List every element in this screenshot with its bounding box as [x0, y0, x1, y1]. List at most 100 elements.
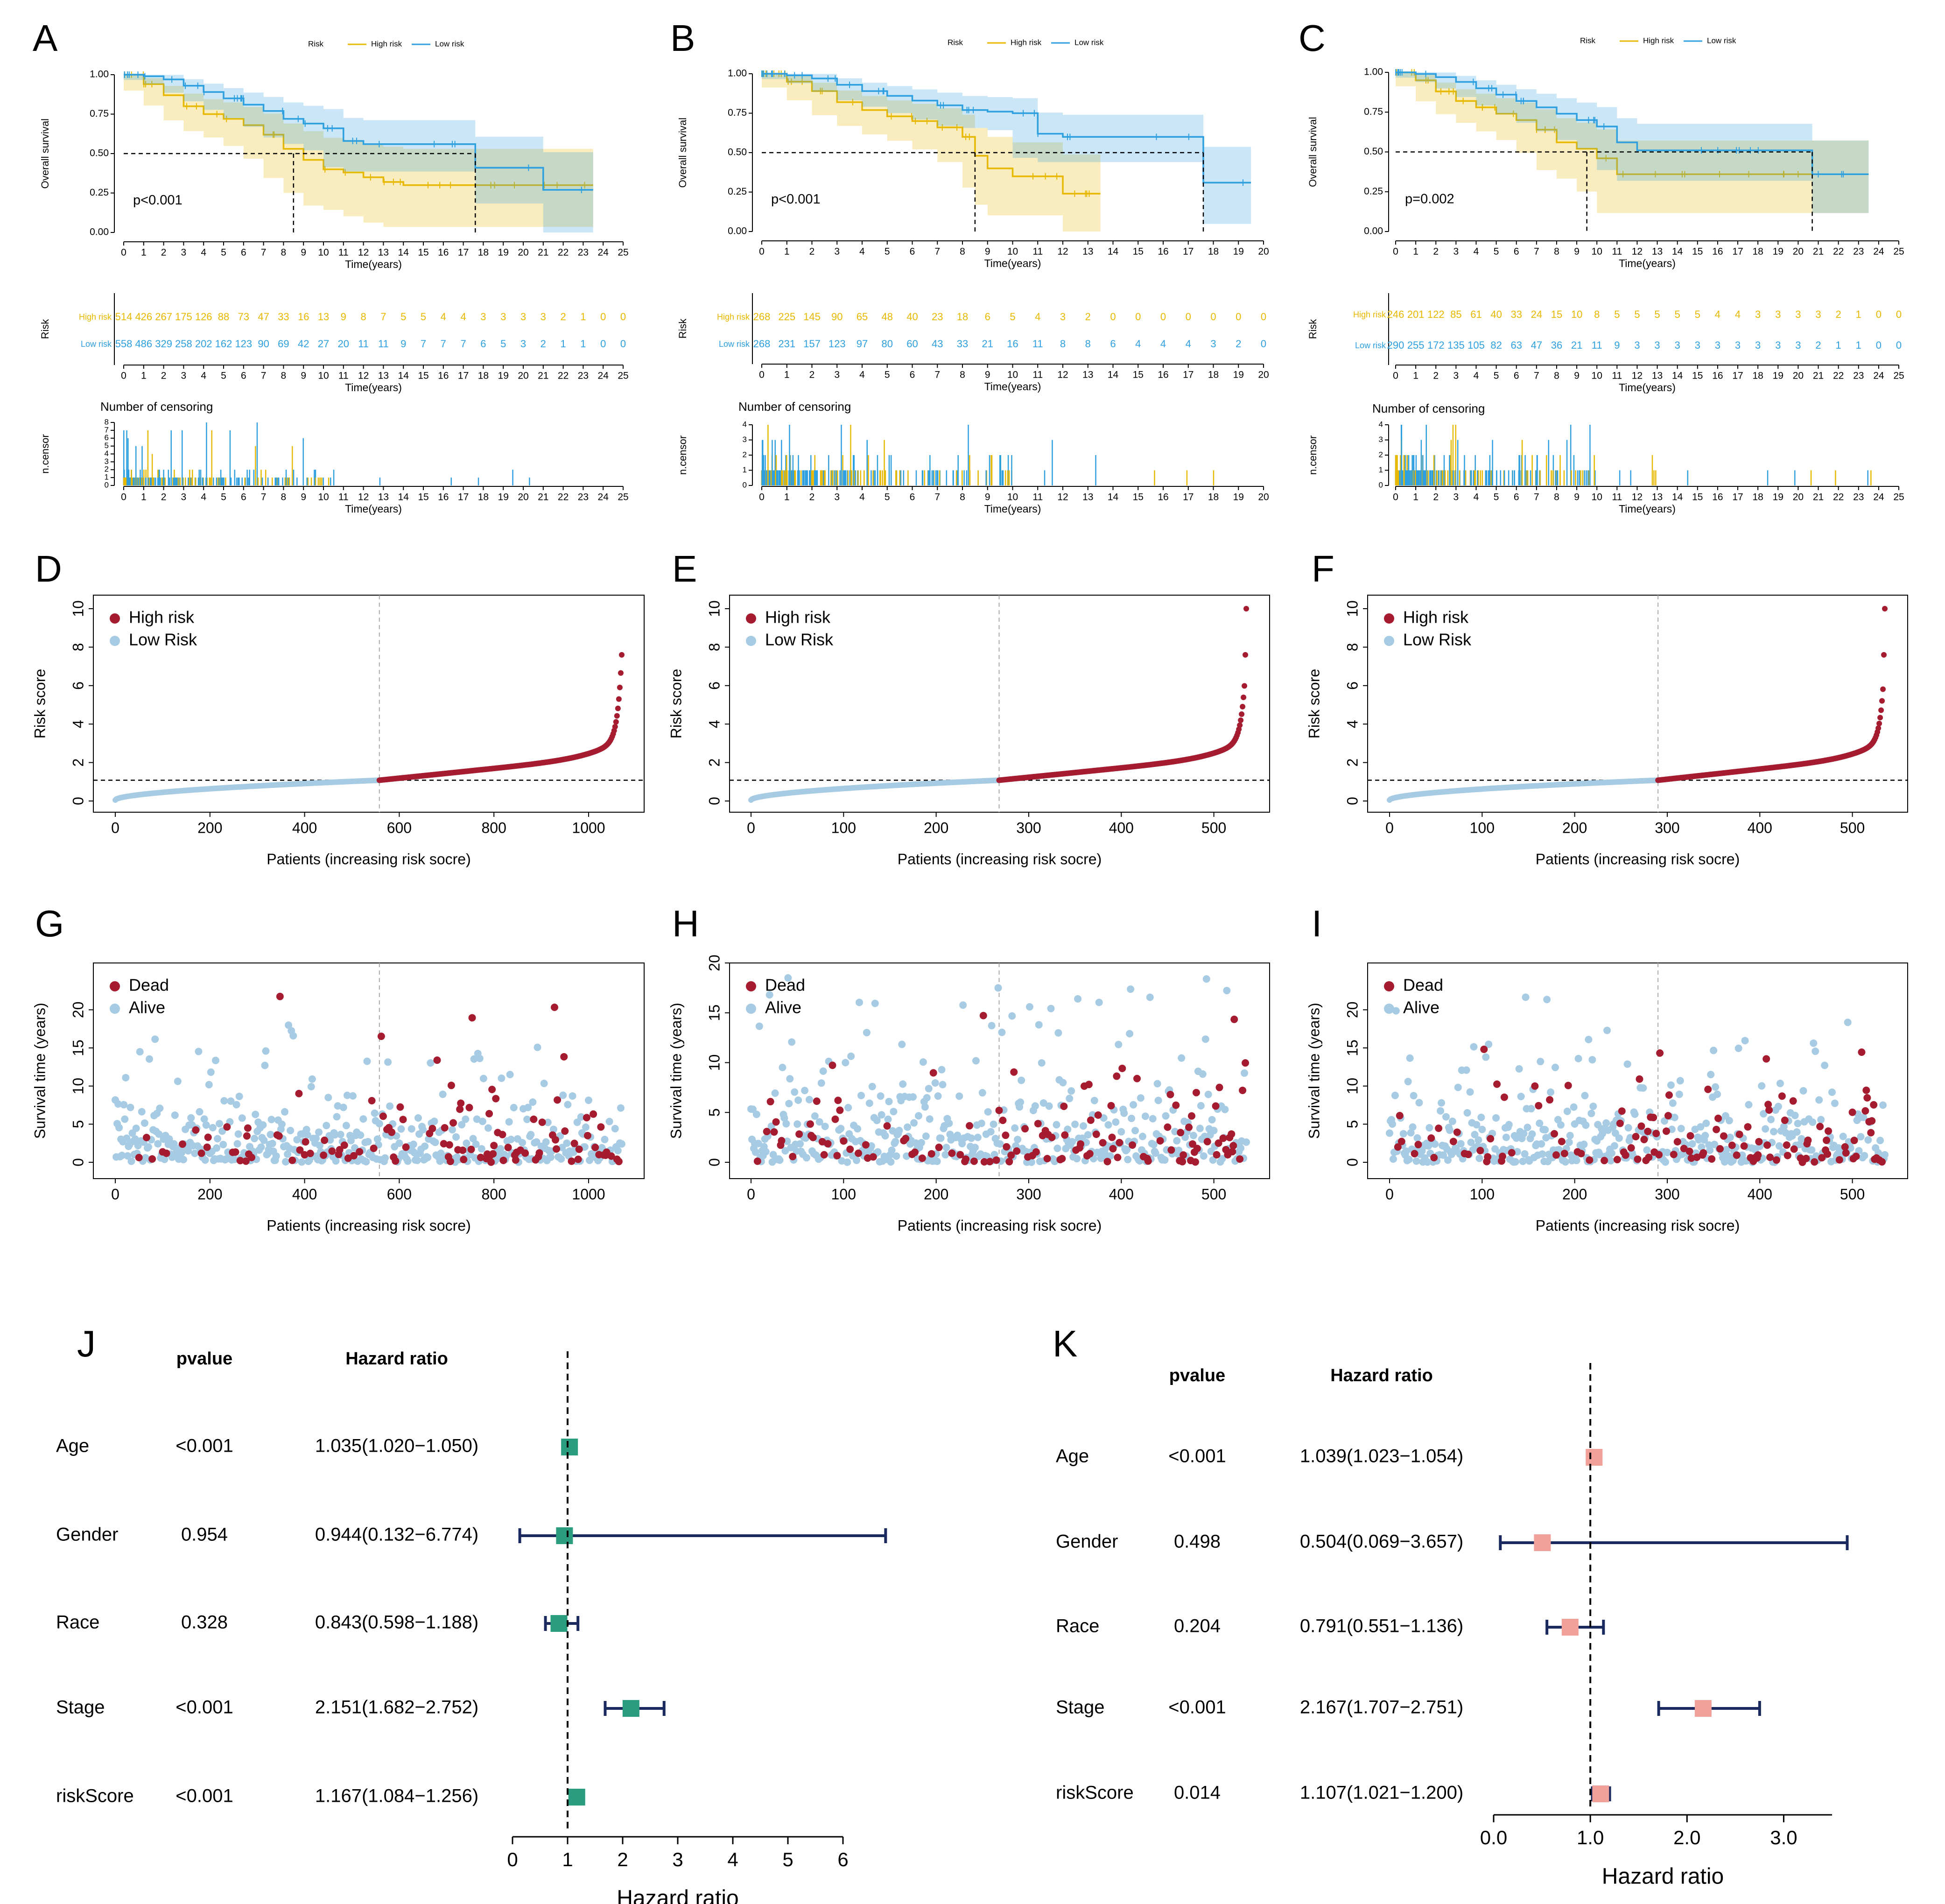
dead-point — [1002, 1131, 1010, 1139]
risk-table-count-low: 290 — [1387, 339, 1404, 351]
y-tick-label: 10 — [706, 1054, 723, 1071]
alive-point — [1524, 1124, 1531, 1131]
risk-table-count-high: 0 — [1110, 311, 1116, 323]
dead-point — [1010, 1068, 1018, 1076]
dead-point — [460, 1156, 468, 1164]
alive-point — [1124, 1156, 1132, 1164]
alive-point — [788, 1038, 796, 1046]
x-tick-label: 0 — [1385, 1186, 1394, 1202]
alive-point — [557, 1155, 565, 1163]
alive-point — [359, 1115, 367, 1123]
y-tick-label: 5 — [1344, 1120, 1361, 1128]
alive-point — [878, 1111, 885, 1119]
x-tick-label: 100 — [1470, 819, 1495, 836]
alive-point — [942, 1144, 950, 1152]
legend-low-label: Low Risk — [1403, 630, 1472, 649]
x-tick-label: 300 — [1016, 1186, 1041, 1202]
x-tick-label: 13 — [378, 247, 389, 258]
x-tick-label: 2 — [161, 492, 167, 503]
dead-point — [597, 1123, 605, 1131]
x-tick-label: 25 — [618, 247, 628, 258]
x-tick-label: 18 — [1208, 370, 1219, 380]
alive-point — [1758, 1082, 1766, 1090]
alive-point — [1438, 1099, 1446, 1107]
alive-point — [413, 1156, 421, 1164]
alive-point — [170, 1140, 178, 1148]
dead-point — [1094, 1111, 1102, 1119]
x-tick-label: 2 — [809, 246, 815, 257]
alive-point — [507, 1136, 515, 1144]
x-tick-label: 19 — [1773, 371, 1784, 381]
alive-point — [1448, 1117, 1456, 1125]
x-tick-label: 4 — [1474, 246, 1479, 257]
panel-letter-C: C — [1299, 17, 1326, 59]
x-tick-label: 0 — [747, 1186, 755, 1202]
dead-point — [1077, 1140, 1085, 1148]
dead-point — [538, 1118, 546, 1126]
dead-point — [306, 1150, 314, 1158]
y-tick-label: 3 — [743, 435, 747, 444]
alive-point — [847, 1052, 855, 1060]
dead-point — [1087, 1116, 1095, 1124]
risk-table-count-low: 1 — [560, 338, 566, 350]
alive-point — [1162, 1112, 1170, 1120]
y-axis-title: Risk score — [31, 669, 48, 738]
alive-point — [1243, 1138, 1250, 1146]
alive-point — [1538, 1150, 1546, 1158]
high-risk-point — [1880, 686, 1886, 692]
risk-table-count-high: 145 — [803, 311, 821, 323]
alive-point — [171, 1111, 179, 1119]
risk-table-count-high: 5 — [1010, 311, 1015, 323]
x-axis-title: Patients (increasing risk socre) — [1536, 1217, 1740, 1234]
alive-point — [762, 1148, 770, 1156]
alive-point — [1669, 1099, 1677, 1107]
alive-point — [1442, 1113, 1450, 1121]
alive-point — [1492, 1114, 1500, 1122]
alive-point — [1150, 1140, 1158, 1148]
x-tick-label: 8 — [960, 370, 965, 380]
alive-point — [1149, 1115, 1157, 1123]
alive-point — [138, 1108, 146, 1116]
high-risk-point — [1242, 683, 1248, 689]
x-tick-label: 10 — [318, 247, 329, 258]
alive-point — [1117, 1128, 1125, 1136]
risk-table-count-high: 5 — [1675, 309, 1680, 320]
x-tick-label: 10 — [1592, 371, 1602, 381]
y-tick-label: 5 — [105, 441, 109, 450]
y-tick-label: 0 — [70, 1158, 86, 1166]
x-tick-label: 15 — [1133, 246, 1144, 257]
dead-point — [1005, 1158, 1013, 1166]
alive-point — [1154, 1096, 1162, 1104]
risk-table-count-high: 5 — [1614, 309, 1620, 320]
x-tick-label: 10 — [1007, 246, 1018, 257]
x-tick-label: 800 — [481, 819, 506, 836]
dead-point — [1449, 1138, 1457, 1145]
alive-point — [1671, 1114, 1678, 1122]
alive-point — [1505, 1121, 1513, 1129]
dead-point — [446, 1158, 454, 1166]
alive-point — [919, 1058, 927, 1066]
y-tick-label: 1 — [743, 465, 747, 474]
alive-point — [357, 1131, 365, 1139]
alive-point — [257, 1143, 265, 1151]
y-tick-label: 0 — [743, 480, 747, 489]
censoring-title: Number of censoring — [100, 400, 213, 414]
y-axis-title: Survival time (years) — [31, 1003, 48, 1139]
alive-point — [1631, 1110, 1639, 1118]
alive-point — [1120, 1109, 1128, 1117]
y-tick-label: 3 — [1379, 435, 1383, 444]
x-tick-label: 15 — [418, 492, 428, 503]
alive-point — [1200, 1152, 1208, 1160]
x-tick-label: 4 — [201, 371, 206, 381]
x-tick-label: 4 — [201, 247, 206, 258]
x-tick-label: 12 — [358, 371, 369, 381]
risk-table-count-high: 33 — [1510, 309, 1522, 320]
alive-point — [339, 1103, 347, 1111]
y-tick-label: 6 — [105, 433, 109, 442]
alive-point — [1053, 1145, 1061, 1152]
alive-point — [140, 1119, 148, 1127]
alive-point — [877, 1092, 885, 1100]
x-tick-label: 10 — [318, 371, 329, 381]
